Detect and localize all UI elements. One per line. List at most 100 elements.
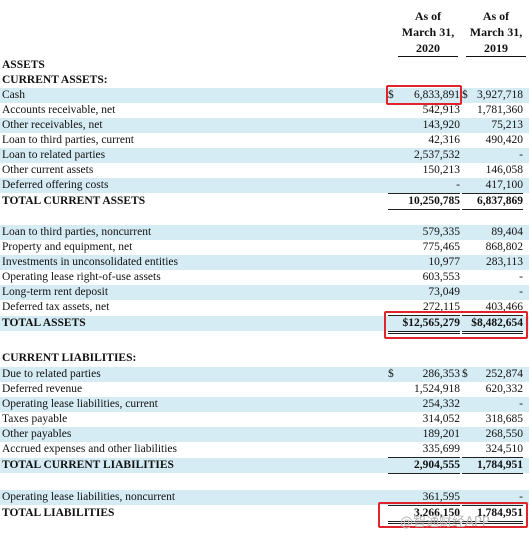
row-label: Other receivables, net — [2, 119, 103, 131]
value-2020: 6,833,891 — [414, 89, 460, 101]
value-2019: - — [519, 398, 523, 410]
value-2019: 75,213 — [491, 119, 523, 131]
row-label: Other payables — [2, 428, 72, 440]
dollar-sign: $ — [388, 89, 394, 101]
highlight-box-total-assets — [384, 311, 528, 339]
header-2020-year: 2020 — [398, 40, 458, 57]
value-2019: 252,874 — [485, 368, 523, 380]
table-row: Due to related parties $ 286,353 $ 252,8… — [0, 367, 529, 382]
table-row: Deferred offering costs - 417,100 — [0, 178, 529, 194]
row-label: Accounts receivable, net — [2, 104, 116, 116]
section-current-liabilities-label: CURRENT LIABILITIES: — [2, 352, 137, 364]
value-2020: 286,353 — [422, 368, 460, 380]
value-2020: 335,699 — [388, 442, 460, 458]
value-2020: 42,316 — [428, 134, 460, 146]
row-label: TOTAL CURRENT LIABILITIES — [2, 459, 174, 471]
dollar-sign: $ — [462, 368, 468, 380]
value-2019: 268,550 — [485, 428, 523, 440]
value-2020: 10,250,785 — [388, 194, 460, 210]
value-2020: 542,913 — [422, 104, 460, 116]
value-2020: 775,465 — [422, 241, 460, 253]
table-row: Other current assets 150,213 146,058 — [0, 163, 529, 178]
value-2019: 283,113 — [486, 256, 523, 268]
row-label: Loan to third parties, noncurrent — [2, 226, 152, 238]
header-2019-year: 2019 — [466, 40, 526, 57]
value-2020: 272,115 — [388, 300, 460, 316]
value-2019: 146,058 — [485, 164, 523, 176]
value-2019: 318,685 — [485, 413, 523, 425]
table-row: Loan to third parties, noncurrent 579,33… — [0, 225, 529, 240]
row-label: Operating lease right-of-use assets — [2, 271, 161, 283]
row-label: TOTAL LIABILITIES — [2, 507, 115, 519]
table-row: Deferred revenue 1,524,918 620,332 — [0, 382, 529, 397]
table-row: Investments in unconsolidated entities 1… — [0, 255, 529, 270]
table-row: Loan to related parties 2,537,532 - — [0, 148, 529, 163]
highlight-box-cash-2020 — [386, 85, 462, 105]
dollar-sign: $ — [462, 89, 468, 101]
table-row: Accrued expenses and other liabilities 3… — [0, 442, 529, 458]
value-2019: 324,510 — [462, 442, 523, 458]
header-2019: As of March 31, 2019 — [466, 8, 526, 57]
value-2019: 620,332 — [485, 383, 523, 395]
value-2020: 579,335 — [422, 226, 460, 238]
row-label: Operating lease liabilities, current — [2, 398, 158, 410]
table-row: Property and equipment, net 775,465 868,… — [0, 240, 529, 255]
table-row-total: TOTAL ASSETS $12,565,279 $8,482,654 — [0, 316, 529, 334]
table-row-total: TOTAL CURRENT ASSETS 10,250,785 6,837,86… — [0, 194, 529, 210]
value-2019: - — [519, 286, 523, 298]
value-2020: - — [388, 178, 460, 194]
value-2019: 3,927,718 — [477, 89, 523, 101]
row-label: Accrued expenses and other liabilities — [2, 443, 177, 455]
table-row: Loan to third parties, current 42,316 49… — [0, 133, 529, 148]
header-2019-line2: March 31, — [469, 25, 523, 39]
value-2019: 417,100 — [462, 178, 523, 194]
row-label: Deferred offering costs — [2, 179, 109, 191]
value-2020: 254,332 — [422, 398, 460, 410]
row-label: Investments in unconsolidated entities — [2, 256, 178, 268]
value-2019: 868,802 — [485, 241, 523, 253]
value-2019: 1,781,360 — [477, 104, 523, 116]
table-row: Operating lease liabilities, current 254… — [0, 397, 529, 412]
table-row: Other receivables, net 143,920 75,213 — [0, 118, 529, 133]
section-current-assets-label: CURRENT ASSETS: — [2, 74, 108, 86]
value-2019: $8,482,654 — [462, 316, 523, 334]
header-2020-line1: As of — [414, 9, 442, 23]
highlight-box-total-liabilities — [378, 502, 528, 528]
value-2020: 603,553 — [422, 271, 460, 283]
row-label: TOTAL ASSETS — [2, 317, 86, 329]
row-label: Other current assets — [2, 164, 94, 176]
value-2020: 1,524,918 — [414, 383, 460, 395]
row-label: Due to related parties — [2, 368, 101, 380]
table-row: Accounts receivable, net 542,913 1,781,3… — [0, 103, 529, 118]
value-2020: 2,537,532 — [414, 149, 460, 161]
dollar-sign: $ — [388, 368, 394, 380]
value-2019: 89,404 — [491, 226, 523, 238]
table-row-total: TOTAL CURRENT LIABILITIES 2,904,555 1,78… — [0, 458, 529, 474]
row-label: Property and equipment, net — [2, 241, 133, 253]
value-2020: 2,904,555 — [388, 458, 460, 474]
header-2020-line2: March 31, — [401, 25, 455, 39]
value-2019: 403,466 — [462, 300, 523, 316]
value-2019: 490,420 — [485, 134, 523, 146]
row-label: Taxes payable — [2, 413, 68, 425]
value-2019: 1,784,951 — [462, 458, 523, 474]
header-2019-line1: As of — [482, 9, 510, 23]
value-2019: - — [462, 490, 523, 506]
row-label: Cash — [2, 89, 25, 101]
table-row: Operating lease liabilities, noncurrent … — [0, 490, 529, 506]
section-current-assets: CURRENT ASSETS: — [0, 73, 529, 88]
value-2020: 10,977 — [428, 256, 460, 268]
value-2020: 143,920 — [422, 119, 460, 131]
table-row: Long-term rent deposit 73,049 - — [0, 285, 529, 300]
row-label: Loan to related parties — [2, 149, 106, 161]
row-label: Loan to third parties, current — [2, 134, 134, 146]
table-row: Operating lease right-of-use assets 603,… — [0, 270, 529, 285]
value-2019: 6,837,869 — [462, 194, 523, 210]
value-2020: 3,266,150 — [388, 506, 460, 524]
value-2019: - — [519, 149, 523, 161]
row-label: Deferred revenue — [2, 383, 83, 395]
table-row: Other payables 189,201 268,550 — [0, 427, 529, 442]
watermark-text: @智通财经APP — [400, 515, 490, 530]
value-2020: 189,201 — [422, 428, 460, 440]
section-assets-label: ASSETS — [2, 59, 45, 71]
